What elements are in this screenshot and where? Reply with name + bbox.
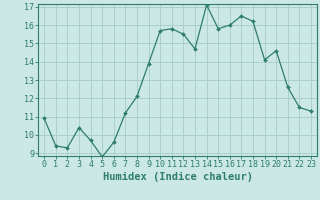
X-axis label: Humidex (Indice chaleur): Humidex (Indice chaleur) [103,172,252,182]
